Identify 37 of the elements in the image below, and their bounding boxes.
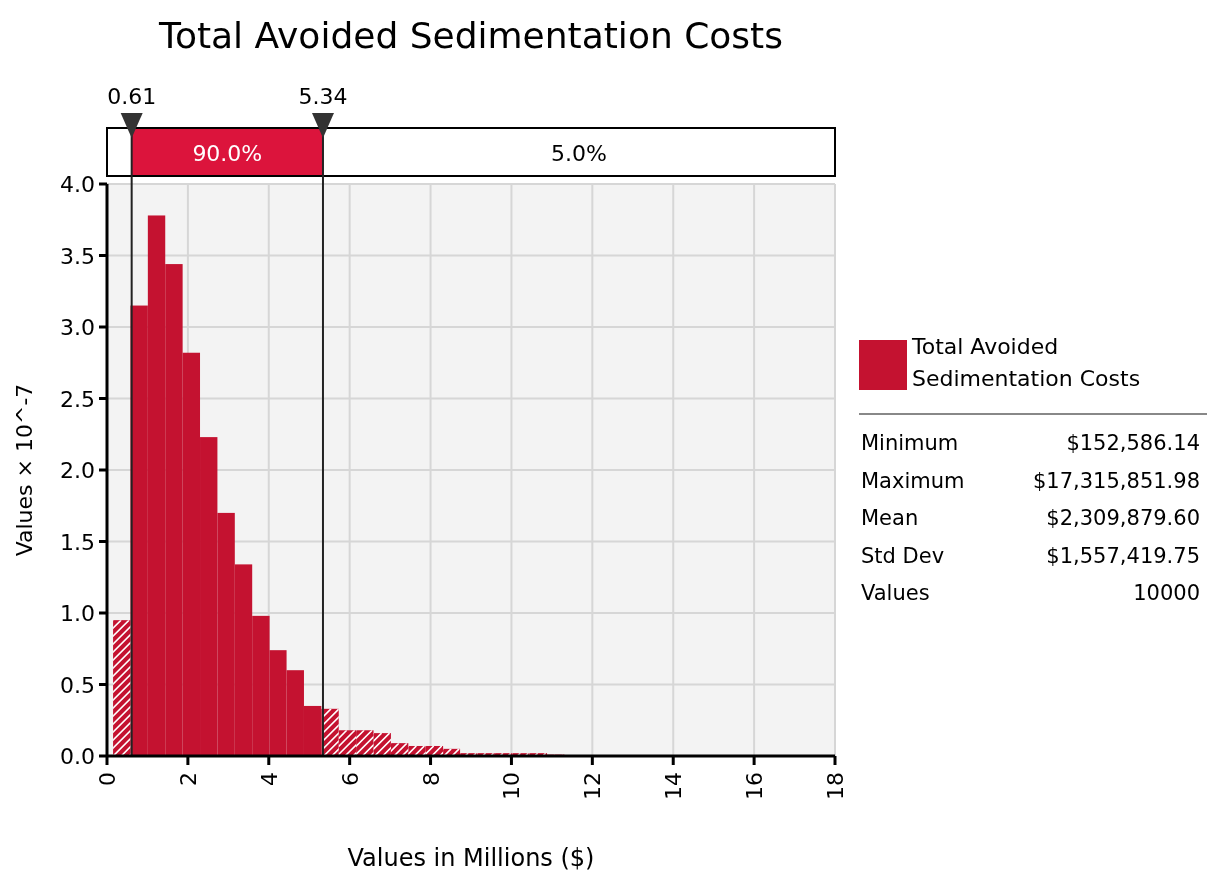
y-tick-label: 0.0 — [60, 744, 95, 769]
text: $152,586.14 — [1066, 431, 1200, 455]
text: $2,309,879.60 — [1046, 506, 1200, 530]
y-tick-label: 1.0 — [60, 601, 95, 626]
legend-label: Total Avoided Sedimentation Costs — [911, 334, 1141, 391]
text: $1,557,419.75 — [1046, 543, 1200, 568]
text: $17,315,851.98 — [1033, 468, 1200, 493]
text: 5.0% — [551, 141, 607, 166]
y-tick-label: 2.0 — [60, 458, 95, 483]
x-axis-title: Values in Millions ($) — [347, 844, 595, 872]
text: Std Dev — [861, 543, 945, 568]
chart-title: Total Avoided Sedimentation Costs — [158, 15, 783, 56]
x-tick-label: 0 — [95, 772, 120, 786]
text: 90.0% — [192, 141, 263, 166]
ref-line-label: 5.34 — [298, 84, 348, 109]
y-axis-title: Values × 10^-7 — [12, 383, 37, 557]
y-tick-label: 3.0 — [60, 315, 95, 340]
x-tick-label: 4 — [256, 772, 282, 786]
ref-line-label: 0.61 — [107, 84, 157, 109]
y-tick-label: 2.5 — [60, 386, 95, 412]
x-tick-label: 12 — [580, 772, 606, 800]
y-tick-label: 4.0 — [60, 172, 95, 197]
text: Mean — [861, 506, 919, 530]
x-tick-label: 18 — [823, 772, 848, 800]
text: Maximum — [861, 468, 965, 493]
text: Values — [861, 581, 930, 605]
text: 10000 — [1133, 581, 1200, 605]
x-tick-label: 8 — [418, 772, 444, 786]
y-tick-label: 1.5 — [60, 529, 95, 555]
x-tick-label: 6 — [337, 772, 363, 786]
x-tick-label: 10 — [499, 772, 525, 800]
text: Minimum — [861, 431, 959, 455]
x-tick-label: 16 — [742, 772, 768, 800]
x-tick-label: 14 — [661, 772, 687, 800]
y-tick-label: 0.5 — [60, 672, 95, 698]
y-tick-label: 3.5 — [60, 243, 95, 269]
x-tick-label: 2 — [175, 772, 201, 786]
